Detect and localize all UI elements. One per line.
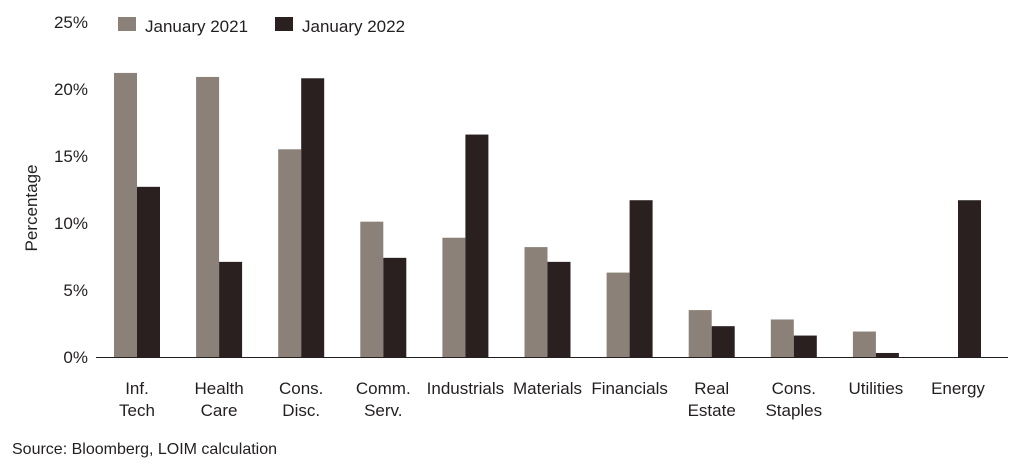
y-tick-label: 25% [54, 13, 88, 32]
legend-swatch [275, 17, 293, 31]
source-note: Source: Bloomberg, LOIM calculation [12, 441, 278, 458]
legend-swatch [118, 17, 136, 31]
bar-2021 [606, 272, 630, 357]
bar-2021 [442, 237, 466, 357]
x-tick-label: Comm. Serv. [356, 379, 411, 420]
x-tick-label: Industrials [427, 379, 504, 398]
y-tick-label: 15% [54, 147, 88, 166]
bar-2022 [219, 261, 243, 357]
bar-2021 [360, 221, 384, 357]
bars [114, 72, 981, 358]
y-axis: 0% 5% 10% 15% 20% 25% [54, 13, 88, 367]
y-axis-label: Percentage [22, 165, 41, 252]
bar-2021 [196, 76, 220, 357]
legend-label: January 2021 [145, 17, 248, 36]
y-tick-label: 5% [63, 281, 88, 300]
bar-2021 [114, 72, 137, 358]
x-tick-label: Health Care [195, 379, 244, 420]
bar-2022 [875, 352, 899, 357]
x-tick-label: Financials [591, 379, 668, 398]
bar-2022 [301, 78, 325, 357]
bar-2022 [958, 200, 981, 357]
x-tick-label: Real Estate [688, 379, 736, 420]
y-tick-label: 0% [63, 348, 88, 367]
bar-2021 [524, 247, 548, 357]
bar-2022 [383, 257, 407, 357]
bar-2022 [793, 335, 817, 357]
x-tick-label: Energy [931, 379, 985, 398]
bar-2022 [547, 261, 571, 357]
bar-2021 [278, 149, 302, 357]
bar-2022 [711, 326, 735, 357]
bar-2022 [137, 186, 160, 357]
chart: January 2021 January 2022 0% 5% 10% 15% 20% 25… [22, 13, 1008, 420]
bar-2021 [852, 331, 876, 357]
bar-2021 [688, 310, 712, 357]
legend-label: January 2022 [302, 17, 405, 36]
x-tick-label: Utilities [849, 379, 904, 398]
y-tick-label: 10% [54, 214, 88, 233]
x-tick-label: Materials [513, 379, 582, 398]
bar-2022 [629, 200, 653, 357]
y-tick-label: 20% [54, 80, 88, 99]
x-tick-label: Cons. Staples [765, 379, 822, 420]
bar-2021 [770, 319, 794, 357]
x-axis: Inf. Tech Health Care Cons. Disc. Comm. Serv. In… [96, 357, 1008, 420]
x-tick-label: Inf. Tech [119, 379, 155, 420]
legend: January 2021 January 2022 [118, 17, 405, 36]
x-tick-label: Cons. Disc. [279, 379, 323, 420]
bar-2022 [465, 134, 489, 357]
